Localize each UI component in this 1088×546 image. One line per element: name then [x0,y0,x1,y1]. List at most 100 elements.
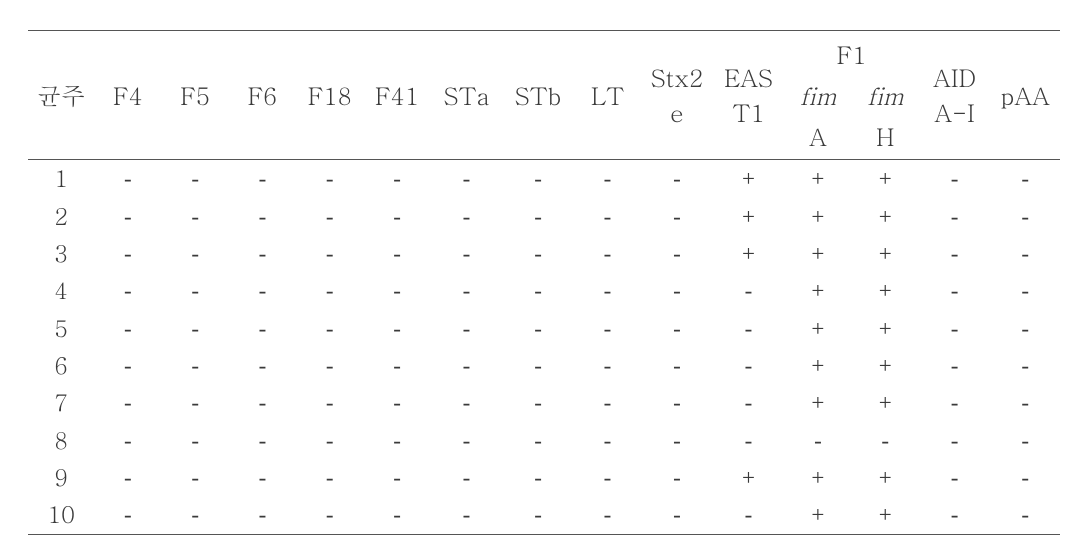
cell: - [574,310,641,347]
cell: - [94,347,161,384]
cell: - [990,235,1060,272]
cell: - [990,347,1060,384]
cell: - [431,272,503,309]
row-label: 10 [28,496,94,534]
cell: - [94,384,161,421]
cell: - [431,459,503,496]
table-row: 10----------++-- [28,496,1060,534]
cell: - [431,235,503,272]
cell: - [641,310,713,347]
cell: - [919,459,991,496]
cell: - [713,384,785,421]
cell: - [94,160,161,198]
col-AIDA-line1: AID [919,60,991,95]
cell: + [784,496,851,534]
header-row-1: 균주 F4 F5 F6 F18 F41 STa STb LT Stx2 e EA… [28,31,1060,78]
cell: - [363,459,430,496]
col-F18: F18 [308,78,352,112]
cell: + [784,198,851,235]
cell: - [574,347,641,384]
cell: + [784,459,851,496]
col-pAA: pAA [1001,78,1050,112]
cell: + [784,347,851,384]
col-EAST1-line2: T1 [713,95,785,130]
cell: - [852,422,919,459]
cell: - [641,347,713,384]
table-container: 균주 F4 F5 F6 F18 F41 STa STb LT Stx2 e EA… [0,0,1088,545]
col-Stx2e-line1: Stx2 [641,60,713,95]
table-row: 1---------+++-- [28,160,1060,198]
row-label: 8 [28,422,94,459]
cell: - [990,160,1060,198]
col-F6: F6 [248,78,278,112]
col-F4: F4 [113,78,143,112]
cell: - [431,310,503,347]
row-label: 5 [28,310,94,347]
col-fimH-top: fim [867,78,903,112]
cell: - [641,160,713,198]
cell: - [431,160,503,198]
cell: - [363,422,430,459]
cell: - [431,347,503,384]
cell: - [502,235,574,272]
cell: - [641,384,713,421]
cell: + [852,347,919,384]
cell: - [229,496,296,534]
cell: + [784,272,851,309]
cell: - [229,272,296,309]
cell: + [852,459,919,496]
row-label: 1 [28,160,94,198]
cell: - [296,384,363,421]
cell: + [852,384,919,421]
table-row: 5----------++-- [28,310,1060,347]
cell: + [713,459,785,496]
col-AIDA-line2: A-I [919,95,991,130]
cell: - [162,496,229,534]
cell: + [784,384,851,421]
cell: + [784,310,851,347]
cell: - [990,272,1060,309]
cell: - [162,384,229,421]
cell: - [641,272,713,309]
table-head: 균주 F4 F5 F6 F18 F41 STa STb LT Stx2 e EA… [28,31,1060,160]
cell: - [296,422,363,459]
cell: - [431,384,503,421]
cell: - [162,235,229,272]
cell: - [574,235,641,272]
col-strain: 균주 [37,78,85,112]
cell: - [296,496,363,534]
cell: + [784,235,851,272]
col-LT: LT [591,78,624,112]
cell: - [162,272,229,309]
cell: - [431,496,503,534]
table-row: 3---------+++-- [28,235,1060,272]
cell: + [852,160,919,198]
cell: + [713,198,785,235]
cell: - [162,459,229,496]
cell: - [574,272,641,309]
cell: - [502,422,574,459]
cell: + [713,235,785,272]
cell: - [990,422,1060,459]
cell: - [713,347,785,384]
cell: - [94,235,161,272]
cell: - [919,384,991,421]
cell: - [94,198,161,235]
table-row: 8-------------- [28,422,1060,459]
cell: - [502,347,574,384]
cell: - [431,198,503,235]
cell: - [229,347,296,384]
cell: - [990,198,1060,235]
table-row: 7----------++-- [28,384,1060,421]
cell: - [296,235,363,272]
cell: - [990,459,1060,496]
cell: - [502,310,574,347]
row-label: 7 [28,384,94,421]
cell: - [502,272,574,309]
row-label: 6 [28,347,94,384]
cell: - [641,198,713,235]
col-STa: STa [443,78,489,112]
cell: + [784,160,851,198]
virulence-table: 균주 F4 F5 F6 F18 F41 STa STb LT Stx2 e EA… [28,30,1060,535]
cell: - [713,422,785,459]
